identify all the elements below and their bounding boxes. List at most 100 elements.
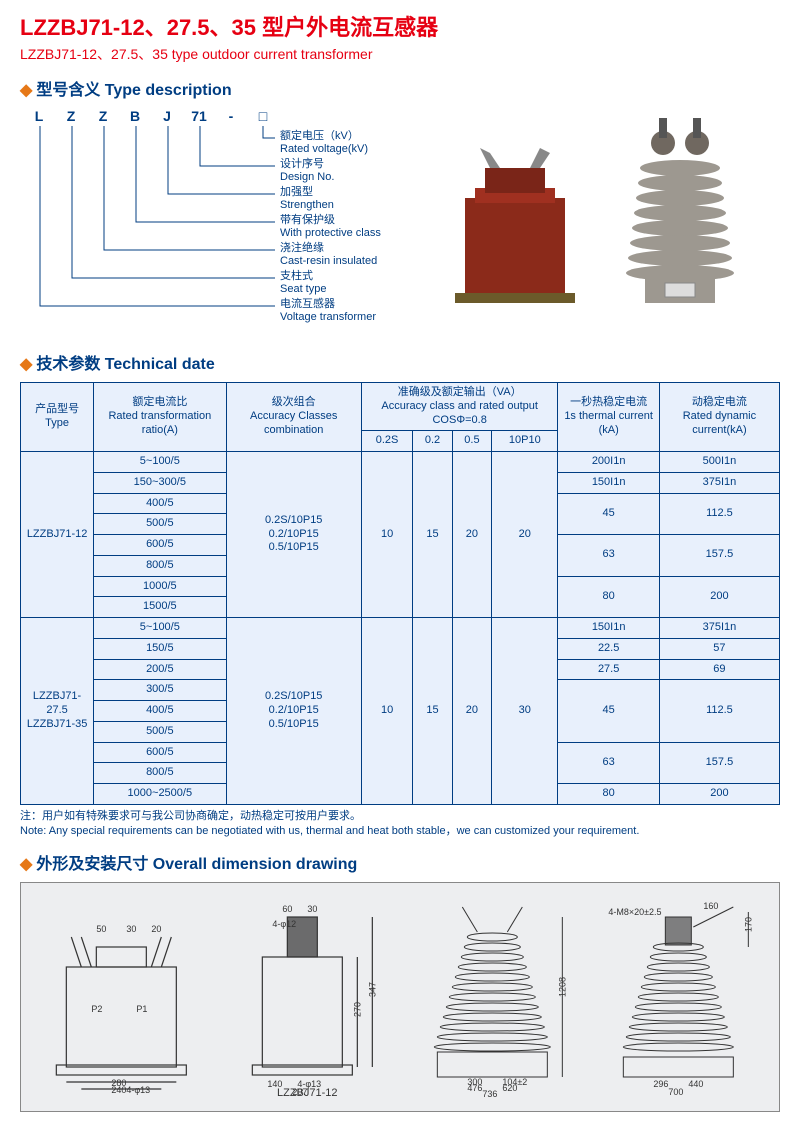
th-type: 产品型号Type bbox=[21, 383, 94, 452]
section-technical-data: 技术参数 Technical date bbox=[20, 350, 780, 374]
table-note: 注：用户如有特殊要求可与我公司协商确定，动热稳定可按用户要求。 Note: An… bbox=[20, 809, 780, 840]
cell-thermal: 150I1n bbox=[558, 472, 659, 493]
svg-text:P1: P1 bbox=[137, 1004, 148, 1014]
type-description-row: L Z Z B J 71 - □ 额定电压（kV）Rated voltage(k… bbox=[20, 108, 780, 338]
cell-output: 10 bbox=[361, 618, 412, 805]
table-row: LZZBJ71-27.5 LZZBJ71-355~100/50.2S/10P15… bbox=[21, 618, 780, 639]
cell-thermal: 150I1n bbox=[558, 618, 659, 639]
cell-dynamic: 157.5 bbox=[659, 535, 779, 577]
cell-ratio: 5~100/5 bbox=[94, 618, 226, 639]
svg-text:4-M8×20±2.5: 4-M8×20±2.5 bbox=[608, 907, 661, 917]
cell-dynamic: 200 bbox=[659, 784, 779, 805]
cell-dynamic: 112.5 bbox=[659, 493, 779, 535]
cell-output: 30 bbox=[492, 618, 558, 805]
svg-text:30: 30 bbox=[307, 904, 317, 914]
th-dynamic: 动稳定电流Rated dynamic current(kA) bbox=[659, 383, 779, 452]
cell-dynamic: 375I1n bbox=[659, 618, 779, 639]
svg-text:476: 476 bbox=[468, 1083, 483, 1093]
cell-dynamic: 112.5 bbox=[659, 680, 779, 742]
cell-type: LZZBJ71-12 bbox=[21, 452, 94, 618]
th-thermal: 一秒热稳定电流1s thermal current (kA) bbox=[558, 383, 659, 452]
desc-item: 浇注绝缘Cast-resin insulated bbox=[280, 242, 377, 268]
cell-ratio: 150~300/5 bbox=[94, 472, 226, 493]
svg-text:60: 60 bbox=[282, 904, 292, 914]
svg-text:296: 296 bbox=[653, 1079, 668, 1089]
cell-output: 10 bbox=[361, 452, 412, 618]
th-accuracy-output: 准确级及额定输出（VA）Accuracy class and rated out… bbox=[361, 383, 558, 431]
cell-ratio: 1000~2500/5 bbox=[94, 784, 226, 805]
cell-ratio: 150/5 bbox=[94, 638, 226, 659]
cell-dynamic: 500I1n bbox=[659, 452, 779, 473]
cell-ratio: 800/5 bbox=[94, 763, 226, 784]
cell-dynamic: 375I1n bbox=[659, 472, 779, 493]
cell-thermal: 45 bbox=[558, 493, 659, 535]
cell-ratio: 600/5 bbox=[94, 535, 226, 556]
cell-output: 20 bbox=[492, 452, 558, 618]
cell-dynamic: 200 bbox=[659, 576, 779, 618]
svg-text:440: 440 bbox=[688, 1079, 703, 1089]
th-subcol: 0.2S bbox=[361, 431, 412, 452]
cell-thermal: 45 bbox=[558, 680, 659, 742]
desc-item: 支柱式Seat type bbox=[280, 270, 326, 296]
cell-thermal: 80 bbox=[558, 784, 659, 805]
drawing-4: 4-M8×20±2.5 160 170 296 440 700 bbox=[593, 897, 764, 1097]
cell-ratio: 500/5 bbox=[94, 721, 226, 742]
page-title-cn: LZZBJ71-12、27.5、35 型户外电流互感器 bbox=[20, 10, 780, 42]
cell-ratio: 400/5 bbox=[94, 493, 226, 514]
section-type-description: 型号含义 Type description bbox=[20, 76, 780, 100]
svg-text:270: 270 bbox=[352, 1002, 362, 1017]
cell-ratio: 800/5 bbox=[94, 555, 226, 576]
svg-text:170: 170 bbox=[743, 917, 753, 932]
cell-ratio: 600/5 bbox=[94, 742, 226, 763]
section-dimension: 外形及安装尺寸 Overall dimension drawing bbox=[20, 850, 780, 874]
cell-ratio: 1000/5 bbox=[94, 576, 226, 597]
drawing-label: LZZBJ71-12 bbox=[277, 1087, 338, 1099]
cell-accuracy: 0.2S/10P15 0.2/10P15 0.5/10P15 bbox=[226, 618, 361, 805]
svg-text:20: 20 bbox=[152, 924, 162, 934]
th-subcol: 0.5 bbox=[452, 431, 491, 452]
svg-text:4-φ12: 4-φ12 bbox=[272, 919, 296, 929]
desc-item: 额定电压（kV）Rated voltage(kV) bbox=[280, 130, 368, 156]
cell-output: 15 bbox=[413, 618, 452, 805]
cell-type: LZZBJ71-27.5 LZZBJ71-35 bbox=[21, 618, 94, 805]
svg-text:700: 700 bbox=[668, 1087, 683, 1097]
svg-text:1208: 1208 bbox=[558, 977, 568, 997]
th-ratio: 额定电流比Rated transformation ratio(A) bbox=[94, 383, 226, 452]
cell-thermal: 63 bbox=[558, 742, 659, 784]
desc-item: 加强型Strengthen bbox=[280, 186, 334, 212]
product-image-gray bbox=[615, 108, 745, 318]
table-row: LZZBJ71-125~100/50.2S/10P15 0.2/10P15 0.… bbox=[21, 452, 780, 473]
cell-thermal: 63 bbox=[558, 535, 659, 577]
cell-accuracy: 0.2S/10P15 0.2/10P15 0.5/10P15 bbox=[226, 452, 361, 618]
product-image-red bbox=[435, 128, 595, 318]
type-code-diagram: L Z Z B J 71 - □ 额定电压（kV）Rated voltage(k… bbox=[20, 108, 390, 338]
svg-text:P2: P2 bbox=[92, 1004, 103, 1014]
cell-dynamic: 57 bbox=[659, 638, 779, 659]
svg-text:4-φ13: 4-φ13 bbox=[127, 1085, 151, 1095]
product-images bbox=[400, 108, 780, 318]
drawing-2: 60 30 4-φ12 270 347 140 4-φ13 207 LZZBJ7… bbox=[222, 897, 393, 1097]
svg-text:620: 620 bbox=[503, 1083, 518, 1093]
cell-ratio: 5~100/5 bbox=[94, 452, 226, 473]
cell-ratio: 300/5 bbox=[94, 680, 226, 701]
page-title-en: LZZBJ71-12、27.5、35 type outdoor current … bbox=[20, 44, 780, 64]
svg-text:347: 347 bbox=[367, 982, 377, 997]
spec-table: 产品型号Type 额定电流比Rated transformation ratio… bbox=[20, 382, 780, 805]
cell-ratio: 200/5 bbox=[94, 659, 226, 680]
desc-item: 电流互感器Voltage transformer bbox=[280, 298, 376, 324]
cell-dynamic: 69 bbox=[659, 659, 779, 680]
th-subcol: 0.2 bbox=[413, 431, 452, 452]
svg-text:736: 736 bbox=[483, 1089, 498, 1097]
cell-thermal: 200I1n bbox=[558, 452, 659, 473]
svg-text:280: 280 bbox=[112, 1078, 127, 1088]
drawing-3: 1208 300 104±2 476 620 736 bbox=[407, 897, 578, 1097]
drawing-1: P2 P1 240 4-φ13 280 50 30 20 bbox=[36, 897, 207, 1097]
cell-thermal: 80 bbox=[558, 576, 659, 618]
cell-output: 20 bbox=[452, 452, 491, 618]
cell-thermal: 22.5 bbox=[558, 638, 659, 659]
cell-output: 20 bbox=[452, 618, 491, 805]
th-accuracy-combo: 级次组合Accuracy Classes combination bbox=[226, 383, 361, 452]
cell-thermal: 27.5 bbox=[558, 659, 659, 680]
dimension-drawing-area: P2 P1 240 4-φ13 280 50 30 20 60 30 4-φ12… bbox=[20, 882, 780, 1112]
cell-output: 15 bbox=[413, 452, 452, 618]
